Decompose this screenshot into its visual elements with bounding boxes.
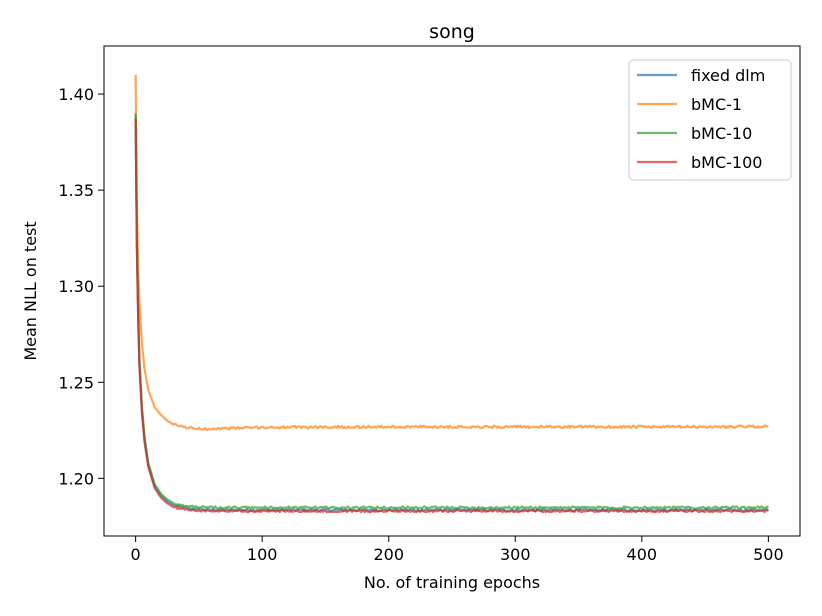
x-tick-label: 200 [373,545,404,564]
series-line-bmc-100 [134,119,769,514]
legend: fixed dlm bMC-1 bMC-10 bMC-100 [628,59,792,181]
series-line-bmc-10 [134,113,770,510]
series-line-bmc-1 [134,74,769,432]
y-axis-label: Mean NLL on test [21,221,40,360]
plot-frame [103,45,801,537]
x-axis: 0 100 200 300 400 500 [131,536,784,564]
x-tick-label: 400 [627,545,658,564]
y-tick-label: 1.40 [58,85,94,104]
x-tick-label: 500 [753,545,784,564]
y-tick-label: 1.25 [58,373,94,392]
legend-label: bMC-10 [691,124,752,143]
chart-title: song [429,21,475,43]
y-tick-label: 1.35 [58,181,94,200]
y-tick-label: 1.20 [58,469,94,488]
legend-box [628,59,792,181]
x-tick-label: 0 [131,545,141,564]
series-layer [134,74,770,514]
x-tick-label: 300 [500,545,531,564]
x-axis-label: No. of training epochs [364,573,540,592]
x-tick-label: 100 [247,545,278,564]
y-tick-label: 1.30 [58,277,94,296]
y-axis: 1.20 1.25 1.30 1.35 1.40 [58,85,104,488]
legend-label: bMC-1 [691,95,742,114]
legend-label: fixed dlm [691,66,765,85]
legend-label: bMC-100 [691,153,762,172]
